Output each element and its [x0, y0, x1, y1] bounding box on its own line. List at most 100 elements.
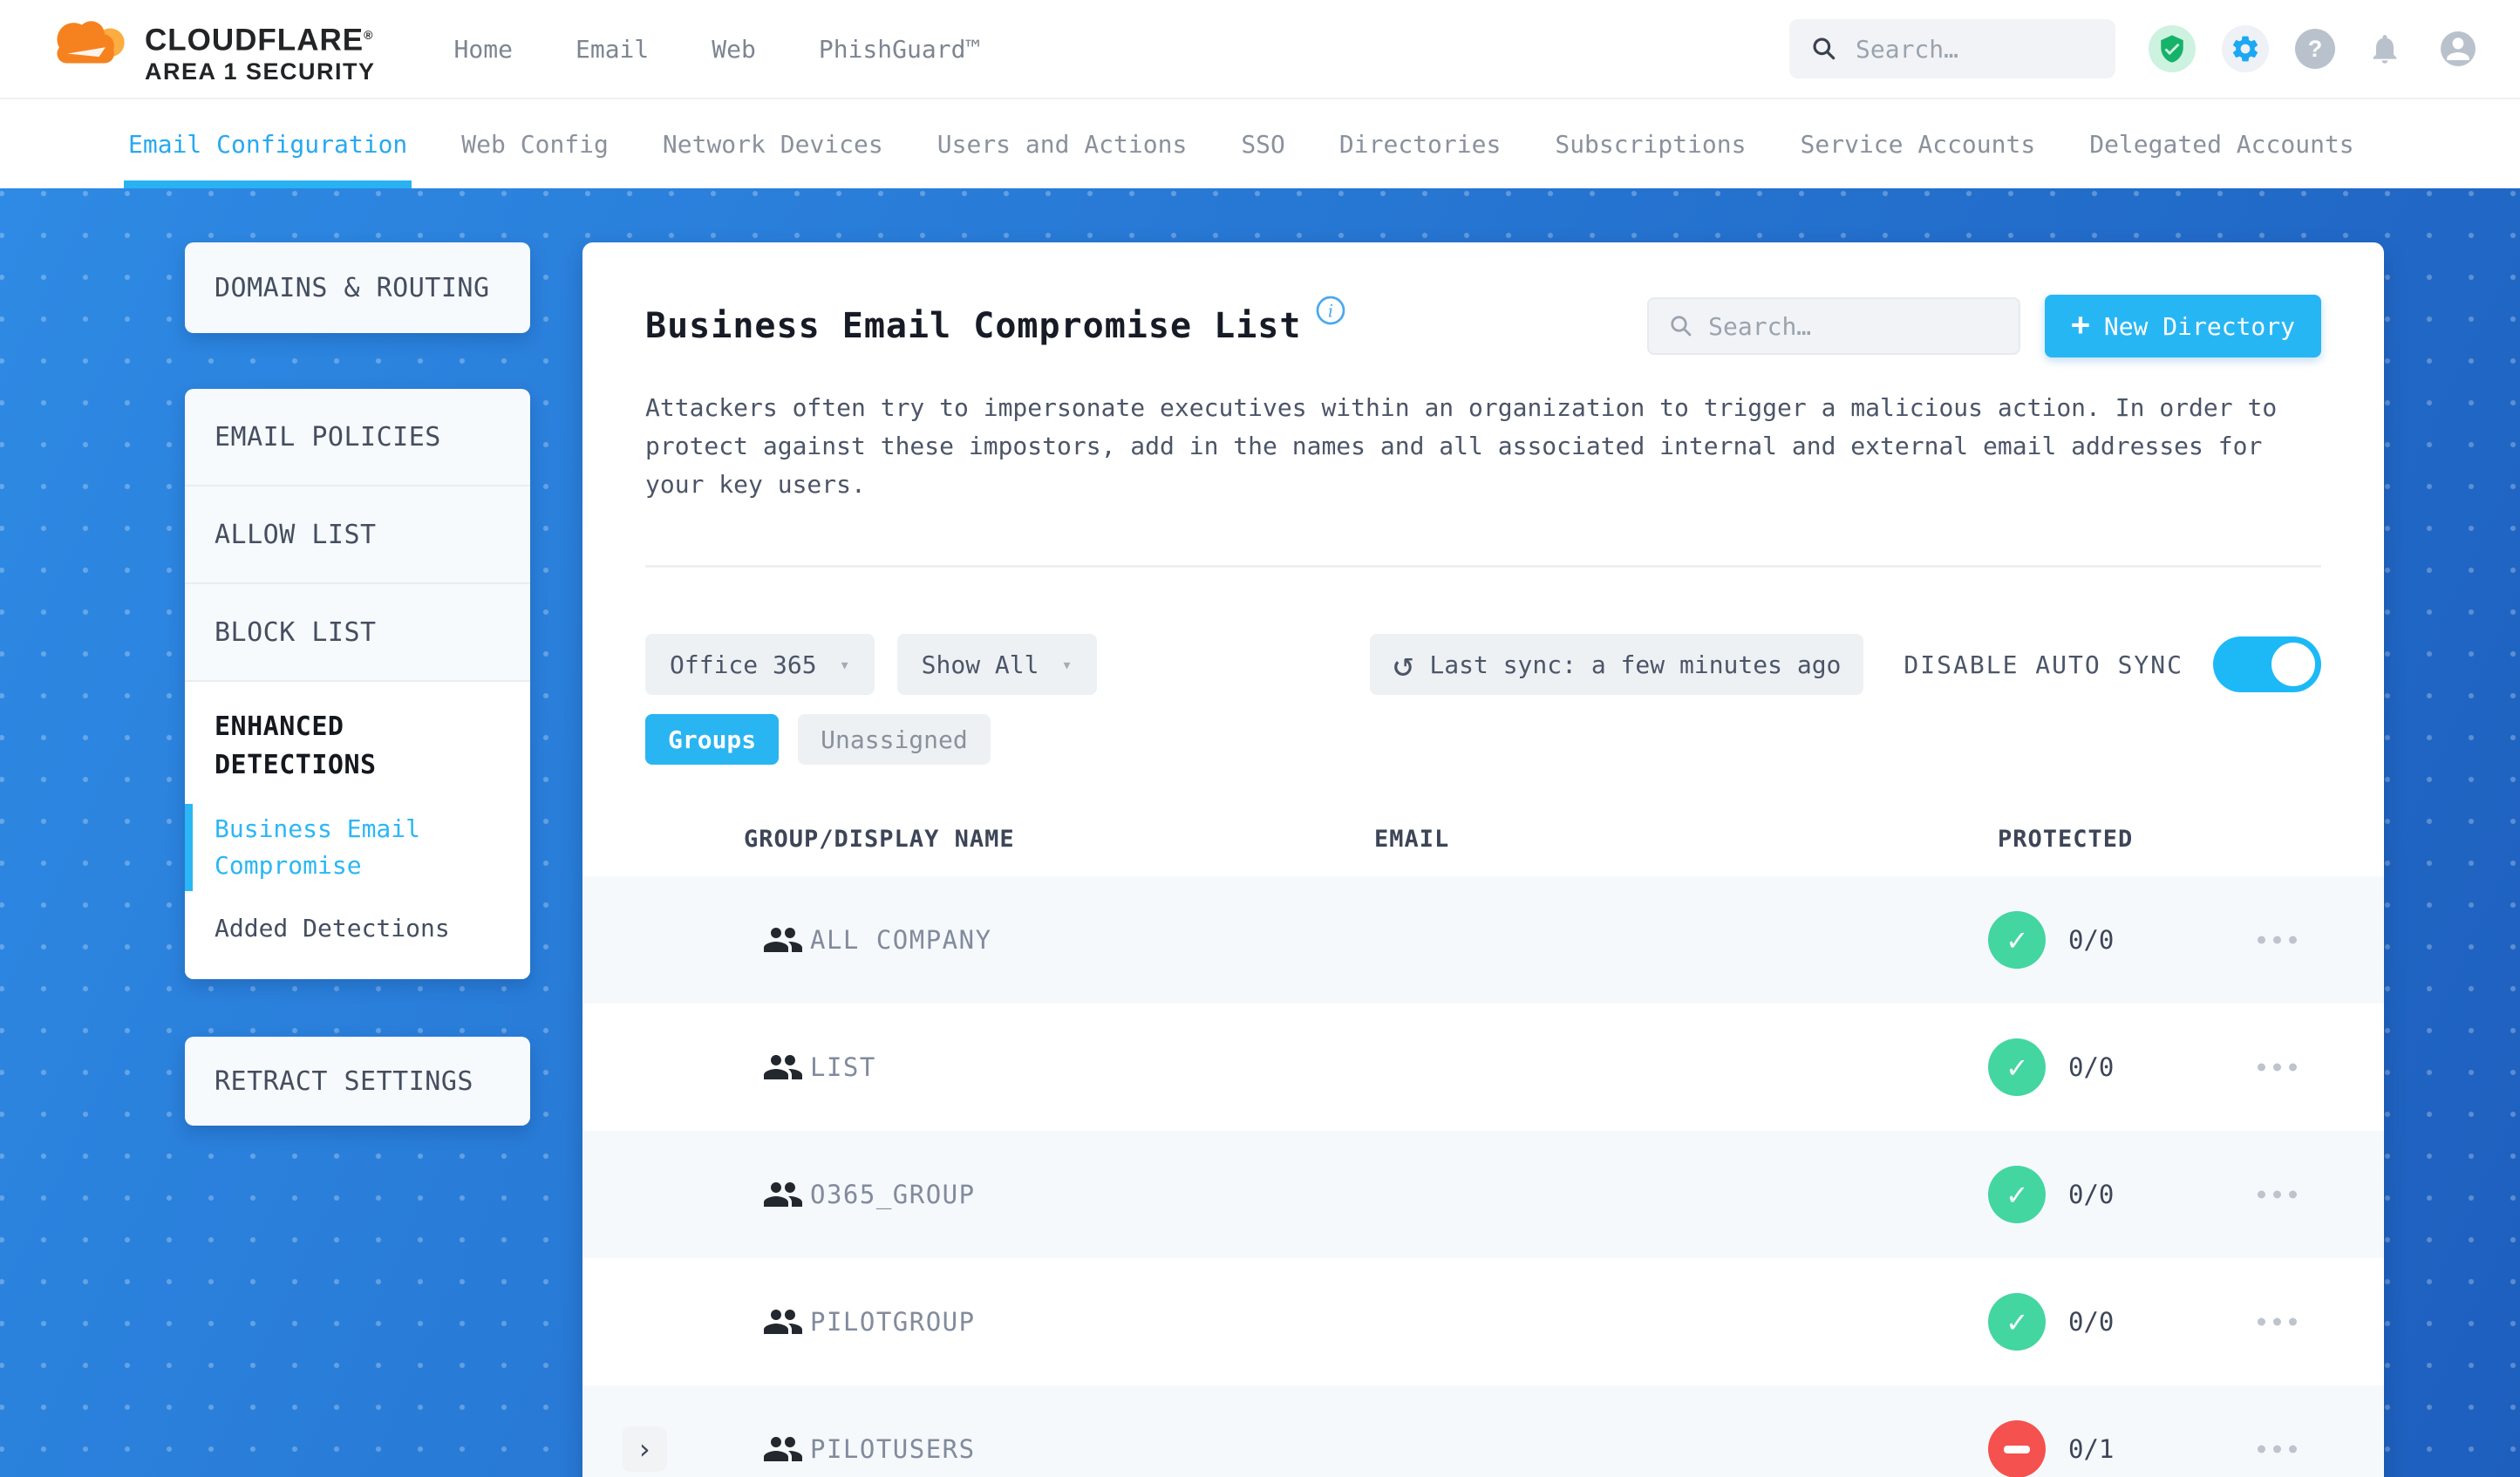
table-header: GROUP/DISPLAY NAME EMAIL PROTECTED — [582, 819, 2384, 876]
section-nav: Email Configuration Web Config Network D… — [0, 98, 2520, 188]
user-avatar-icon[interactable] — [2435, 25, 2482, 72]
sidebar-item-block-list[interactable]: BLOCK LIST — [185, 584, 530, 682]
content-canvas: DOMAINS & ROUTING EMAIL POLICIES ALLOW L… — [0, 188, 2520, 1477]
tab-directories[interactable]: Directories — [1338, 129, 1502, 159]
global-search-input[interactable]: Search… — [1789, 19, 2115, 78]
new-directory-label: New Directory — [2103, 311, 2295, 341]
protected-count: 0/0 — [2068, 1307, 2115, 1337]
top-nav-phishguard[interactable]: PhishGuard™ — [818, 34, 981, 64]
tab-web-config[interactable]: Web Config — [461, 129, 609, 159]
gear-icon[interactable] — [2222, 25, 2269, 72]
group-name: PILOTUSERS — [810, 1434, 976, 1464]
sidebar-item-email-policies[interactable]: EMAIL POLICIES — [185, 389, 530, 487]
directory-dropdown[interactable]: Office 365 ▾ — [645, 634, 875, 695]
sidebar-item-added-detections[interactable]: Added Detections — [215, 914, 450, 943]
row-actions-ellipsis[interactable] — [2258, 1317, 2297, 1326]
header-icon-cluster: ? — [2149, 25, 2482, 72]
global-search-placeholder: Search… — [1856, 34, 1959, 64]
protected-count: 0/1 — [2068, 1434, 2115, 1464]
tab-groups[interactable]: Groups — [645, 714, 780, 765]
table-row[interactable]: › PILOTUSERS 0/1 — [582, 1385, 2384, 1477]
new-directory-button[interactable]: + New Directory — [2045, 295, 2321, 357]
table-body: ALL COMPANY ✓ 0/0 LIST ✓ 0/0 O365_GROUP … — [582, 876, 2384, 1477]
plus-icon: + — [2071, 306, 2090, 343]
protected-status-badge: ✓ — [1988, 1038, 2046, 1096]
help-icon[interactable]: ? — [2295, 29, 2335, 69]
table-row[interactable]: LIST ✓ 0/0 — [582, 1004, 2384, 1131]
tab-service-accounts[interactable]: Service Accounts — [1800, 129, 2036, 159]
sidebar-menu-card: EMAIL POLICIES ALLOW LIST BLOCK LIST ENH… — [185, 389, 530, 979]
cloudflare-logo[interactable]: CLOUDFLARE® AREA 1 SECURITY — [44, 11, 376, 87]
expand-chevron-button[interactable]: › — [622, 1426, 667, 1472]
check-icon: ✓ — [2007, 1303, 2026, 1340]
group-people-icon — [764, 1437, 802, 1461]
column-group-display-name: GROUP/DISPLAY NAME — [744, 826, 1015, 853]
group-people-icon — [764, 1310, 802, 1334]
chevron-down-icon: ▾ — [839, 654, 850, 675]
protected-count: 0/0 — [2068, 1180, 2115, 1209]
sidebar-item-retract-settings[interactable]: RETRACT SETTINGS — [185, 1037, 530, 1126]
page-title: Business Email Compromise List — [645, 306, 1302, 346]
shield-check-icon[interactable] — [2149, 25, 2196, 72]
tab-delegated-accounts[interactable]: Delegated Accounts — [2089, 129, 2354, 159]
tab-email-configuration[interactable]: Email Configuration — [101, 99, 434, 188]
sidebar-item-allow-list[interactable]: ALLOW LIST — [185, 487, 530, 584]
group-name: ALL COMPANY — [810, 925, 992, 955]
tab-unassigned[interactable]: Unassigned — [798, 714, 991, 765]
list-search-input[interactable]: Search… — [1647, 297, 2021, 355]
group-people-icon — [764, 928, 802, 952]
refresh-icon: ↺ — [1393, 644, 1414, 684]
groups-table: GROUP/DISPLAY NAME EMAIL PROTECTED ALL C… — [582, 819, 2384, 1477]
sidebar-item-domains-routing[interactable]: DOMAINS & ROUTING — [185, 242, 530, 333]
tab-sso[interactable]: SSO — [1241, 129, 1285, 159]
info-icon[interactable]: i — [1315, 295, 1346, 330]
check-icon: ✓ — [2007, 1049, 2026, 1086]
svg-text:i: i — [1328, 302, 1333, 322]
protected-status-badge — [1988, 1420, 2046, 1477]
title-row: Business Email Compromise List i Search…… — [645, 295, 2321, 357]
table-row[interactable]: ALL COMPANY ✓ 0/0 — [582, 876, 2384, 1004]
show-filter-dropdown[interactable]: Show All ▾ — [896, 634, 1097, 695]
brand-line1: CLOUDFLARE® — [145, 23, 374, 58]
top-nav-email[interactable]: Email — [575, 34, 650, 64]
group-name: LIST — [810, 1052, 876, 1082]
group-name: O365_GROUP — [810, 1180, 976, 1209]
last-sync-label: Last sync: a few minutes ago — [1429, 650, 1842, 679]
auto-sync-toggle[interactable] — [2213, 636, 2321, 692]
row-actions-ellipsis[interactable] — [2258, 1190, 2297, 1199]
row-actions-ellipsis[interactable] — [2258, 1063, 2297, 1072]
description-text: Attackers often try to impersonate execu… — [645, 393, 2278, 499]
top-nav-home[interactable]: Home — [453, 34, 513, 64]
top-nav-web[interactable]: Web — [712, 34, 756, 64]
bell-icon[interactable] — [2361, 25, 2408, 72]
sidebar-section-enhanced-detections: ENHANCED DETECTIONS Business Email Compr… — [185, 682, 530, 979]
tab-network-devices[interactable]: Network Devices — [662, 129, 883, 159]
group-people-icon — [764, 1182, 802, 1207]
search-icon — [1813, 37, 1836, 60]
tab-subscriptions[interactable]: Subscriptions — [1555, 129, 1747, 159]
protected-count: 0/0 — [2068, 925, 2115, 955]
auto-sync-label: DISABLE AUTO SYNC — [1904, 650, 2183, 679]
list-search-placeholder: Search… — [1708, 311, 1812, 341]
check-icon: ✓ — [2007, 1176, 2026, 1213]
toggle-knob — [2271, 643, 2315, 686]
top-nav: Home Email Web PhishGuard™ — [454, 35, 981, 64]
cloudflare-cloud-icon — [57, 20, 125, 64]
column-email: EMAIL — [1374, 826, 1450, 853]
last-sync-button[interactable]: ↺ Last sync: a few minutes ago — [1370, 634, 1864, 695]
protected-status-badge: ✓ — [1988, 1293, 2046, 1351]
table-row[interactable]: PILOTGROUP ✓ 0/0 — [582, 1258, 2384, 1385]
app-header: CLOUDFLARE® AREA 1 SECURITY Home Email W… — [0, 0, 2520, 98]
group-name: PILOTGROUP — [810, 1307, 976, 1337]
sidebar-item-business-email-compromise[interactable]: Business Email Compromise — [185, 804, 501, 891]
sidebar-item-enhanced-detections[interactable]: ENHANCED DETECTIONS — [215, 711, 377, 780]
tab-users-and-actions[interactable]: Users and Actions — [936, 129, 1188, 159]
row-actions-ellipsis[interactable] — [2258, 936, 2297, 944]
protected-count: 0/0 — [2068, 1052, 2115, 1082]
row-actions-ellipsis[interactable] — [2258, 1445, 2297, 1453]
divider — [645, 565, 2321, 568]
brand-line2: AREA 1 SECURITY — [145, 58, 376, 85]
registered-mark: ® — [364, 27, 374, 42]
table-row[interactable]: O365_GROUP ✓ 0/0 — [582, 1131, 2384, 1258]
group-people-icon — [764, 1055, 802, 1079]
